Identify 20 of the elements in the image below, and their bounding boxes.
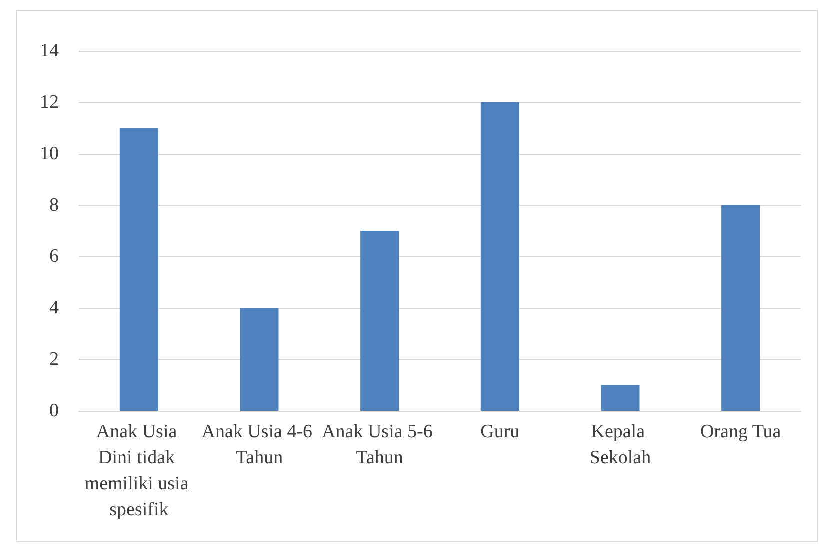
x-tick-label: Kepala Sekolah	[590, 422, 652, 468]
y-tick-label: 10	[40, 143, 59, 164]
x-tick-label: Anak Usia Dini tidak memiliki usia spesifik	[84, 422, 194, 520]
bar	[240, 308, 279, 411]
y-tick-label: 12	[40, 92, 59, 113]
x-tick-label: Orang Tua	[700, 422, 782, 442]
x-tick-label: Anak Usia 5-6 Tahun	[322, 422, 438, 468]
y-tick-label: 4	[50, 298, 60, 319]
y-tick-label: 14	[40, 40, 60, 62]
y-tick-label: 8	[50, 194, 59, 216]
y-tick-label: 0	[50, 400, 59, 422]
bar	[360, 231, 400, 411]
bar	[601, 385, 640, 411]
x-tick-label: Anak Usia 4-6 Tahun	[202, 422, 318, 468]
y-tick-label: 6	[50, 246, 59, 268]
bar	[722, 205, 760, 411]
bar	[120, 128, 158, 411]
x-tick-label: Guru	[480, 422, 520, 442]
bar	[480, 102, 520, 411]
y-tick-label: 2	[50, 349, 59, 370]
